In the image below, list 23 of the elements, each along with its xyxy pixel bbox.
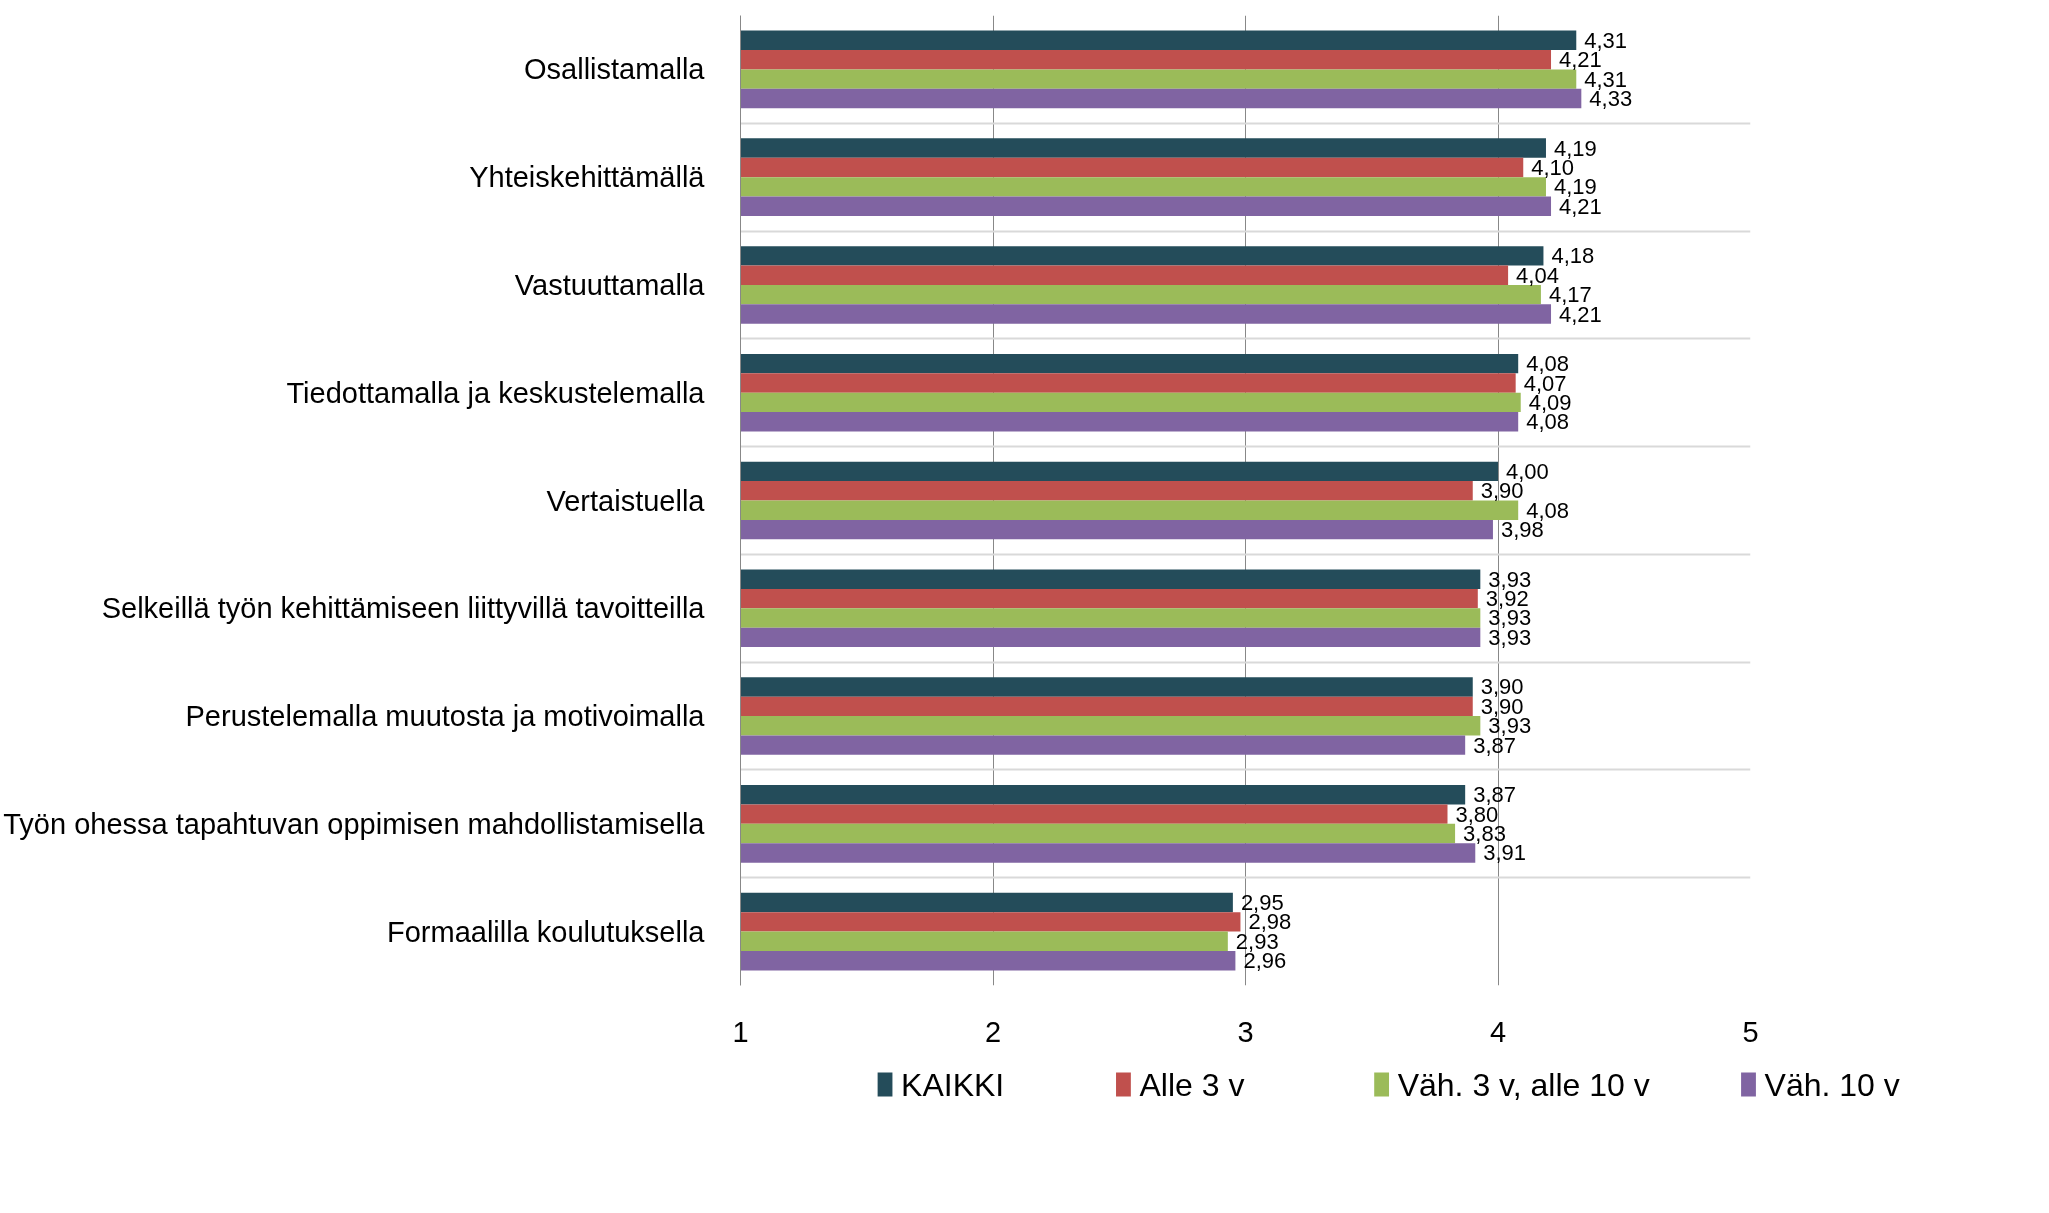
y-tick-label: Tiedottamalla ja keskustelemalla <box>286 376 706 409</box>
y-tick-label: Yhteiskehittämällä <box>469 161 706 194</box>
y-tick-label: Selkeillä työn kehittämiseen liittyvillä tavoitteilla <box>101 592 706 625</box>
data-label: 4,08 <box>1526 351 1570 377</box>
data-label: 4,31 <box>1584 27 1628 53</box>
y-tick-label: Formaalilla koulutuksella <box>386 915 706 948</box>
x-tick-label: 1 <box>732 1015 749 1048</box>
legend-label: Väh. 3 v, alle 10 v <box>1397 1066 1650 1103</box>
y-tick-label: Työn ohessa tapahtuvan oppimisen mahdollistamisella <box>3 807 706 840</box>
y-tick-label: Osallistamalla <box>524 53 706 86</box>
legend-label: Alle 3 v <box>1139 1066 1245 1103</box>
x-tick-label: 4 <box>1489 1015 1507 1048</box>
x-tick-label: 2 <box>984 1015 1002 1048</box>
data-label: 3,91 <box>1483 840 1527 866</box>
y-tick-label: Vertaistuella <box>546 484 706 517</box>
legend-label: Väh. 10 v <box>1764 1066 1900 1103</box>
x-tick-label: 3 <box>1237 1015 1254 1048</box>
data-label: 3,90 <box>1480 674 1524 700</box>
legend-label: KAIKKI <box>901 1066 1005 1103</box>
y-tick-label: Perustelemalla muutosta ja motivoimalla <box>185 700 706 733</box>
data-label: 4,08 <box>1526 497 1570 523</box>
x-tick-label: 5 <box>1742 1015 1759 1048</box>
y-tick-label: Vastuuttamalla <box>514 268 706 301</box>
